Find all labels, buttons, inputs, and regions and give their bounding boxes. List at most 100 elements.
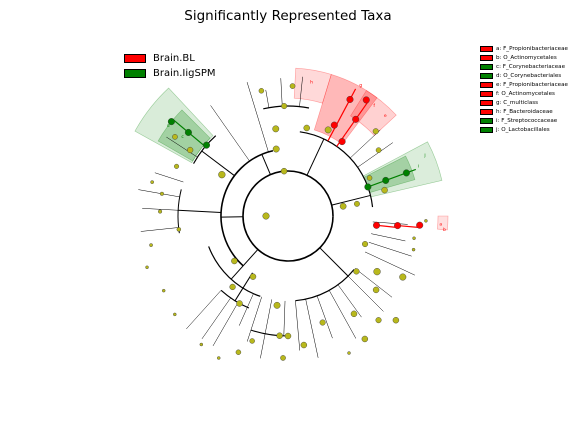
clade-legend-item: e: F_Propionibacteriaceae (480, 80, 568, 89)
clade-highlight-sector (350, 90, 397, 136)
taxon-node (174, 163, 180, 169)
clade-letter: e (384, 114, 387, 119)
taxon-node (354, 200, 360, 207)
clade-swatch (480, 90, 493, 97)
tree-arc (177, 189, 182, 234)
tree-branch (331, 194, 371, 206)
tree-arc (220, 289, 250, 309)
tree-arc (208, 246, 261, 297)
taxon-node (262, 212, 270, 220)
tree-branch (305, 299, 319, 358)
clade-swatch (480, 81, 493, 88)
taxon-node (159, 191, 164, 196)
tree-branch (316, 295, 333, 339)
taxon-node (199, 342, 204, 347)
tree-branch (238, 293, 254, 326)
tree-arc (242, 170, 334, 262)
taxon-node (229, 283, 236, 291)
clade-letter: j (423, 152, 425, 158)
tree-branch (261, 154, 271, 175)
clade-swatch (480, 126, 493, 133)
clade-label: f: O_Actinomycetales (496, 90, 555, 97)
tree-branch (368, 242, 412, 257)
taxon-node (366, 175, 373, 181)
taxon-node (362, 241, 369, 248)
group-legend-item: Brain.IigSPM (124, 66, 215, 81)
clade-label: d: O_Corynebacteriales (496, 72, 562, 79)
tree-branch (283, 300, 286, 336)
taxon-node (375, 317, 382, 324)
clade-swatch (480, 63, 493, 70)
clade-label: c: F_Corynebacteriaceae (496, 63, 566, 70)
tree-branch (142, 208, 179, 211)
taxon-node (289, 83, 296, 89)
tree-branch (397, 224, 420, 229)
group-label: Brain.BL (153, 53, 195, 64)
taxon-node (330, 121, 338, 129)
tree-branch (201, 150, 235, 177)
clade-legend-item: b: O_Actinomycetales (480, 53, 568, 62)
taxon-node (424, 219, 428, 223)
clade-legend-item: a: F_Propionibacteriaceae (480, 44, 568, 53)
tree-branch (306, 138, 325, 176)
clade-legend-item: f: O_Actinomycetales (480, 89, 568, 98)
taxon-node (399, 273, 407, 281)
taxon-node (272, 145, 280, 153)
taxon-node (145, 265, 149, 270)
clade-letter: i (418, 163, 419, 169)
tree-branch (337, 284, 362, 318)
taxon-node (339, 202, 347, 210)
group-legend: Brain.BL Brain.IigSPM (124, 51, 215, 81)
taxon-node (350, 310, 358, 318)
taxon-node (172, 134, 178, 140)
clade-label: a: F_Propionibacteriaceae (496, 45, 568, 52)
clade-highlight-sector (134, 87, 214, 164)
tree-branch (355, 100, 369, 120)
taxon-node (402, 169, 410, 177)
clade-letter: h (310, 80, 313, 86)
clade-highlight-sector (437, 215, 449, 231)
taxon-node (381, 186, 388, 194)
chart-title: Significantly Represented Taxa (184, 8, 392, 24)
tree-branch (349, 129, 381, 159)
taxon-node (352, 115, 360, 123)
clade-legend-item: i: F_Streptococcaceae (480, 116, 568, 125)
tree-branch (335, 99, 351, 127)
taxon-node (273, 301, 281, 309)
taxon-node (235, 349, 242, 355)
tree-branch (299, 76, 303, 107)
taxon-node (346, 95, 354, 103)
group-label: Brain.IigSPM (153, 68, 216, 79)
tree-branch (230, 249, 259, 280)
tree-branch (347, 275, 384, 312)
tree-branch (319, 247, 349, 277)
tree-arc (220, 149, 274, 267)
tree-branch (364, 251, 415, 276)
taxon-node (249, 338, 255, 344)
taxon-node (258, 88, 265, 94)
taxon-node (162, 288, 166, 293)
group-legend-item: Brain.BL (124, 51, 215, 66)
tree-branch (210, 105, 250, 162)
tree-branch (372, 221, 408, 225)
taxon-node (276, 332, 283, 339)
clade-swatch (480, 117, 493, 124)
clade-legend-item: d: O_Corynebacteriales (480, 71, 568, 80)
taxon-node (158, 209, 163, 214)
clade-swatch (480, 72, 493, 79)
tree-branch (246, 296, 262, 342)
clade-legend-item: g: C_multiclass (480, 98, 568, 107)
taxon-node (319, 319, 326, 326)
clade-highlight-sector (293, 67, 332, 104)
taxon-node (217, 356, 221, 360)
tree-branch (166, 136, 198, 158)
taxon-node (353, 268, 360, 275)
taxon-node (338, 138, 346, 146)
taxon-node (412, 236, 416, 240)
clade-legend-item: c: F_Corynebacteriaceae (480, 62, 568, 71)
tree-arc (193, 135, 217, 164)
taxon-node (324, 126, 332, 134)
tree-branch (140, 227, 179, 232)
taxon-node (218, 171, 226, 179)
